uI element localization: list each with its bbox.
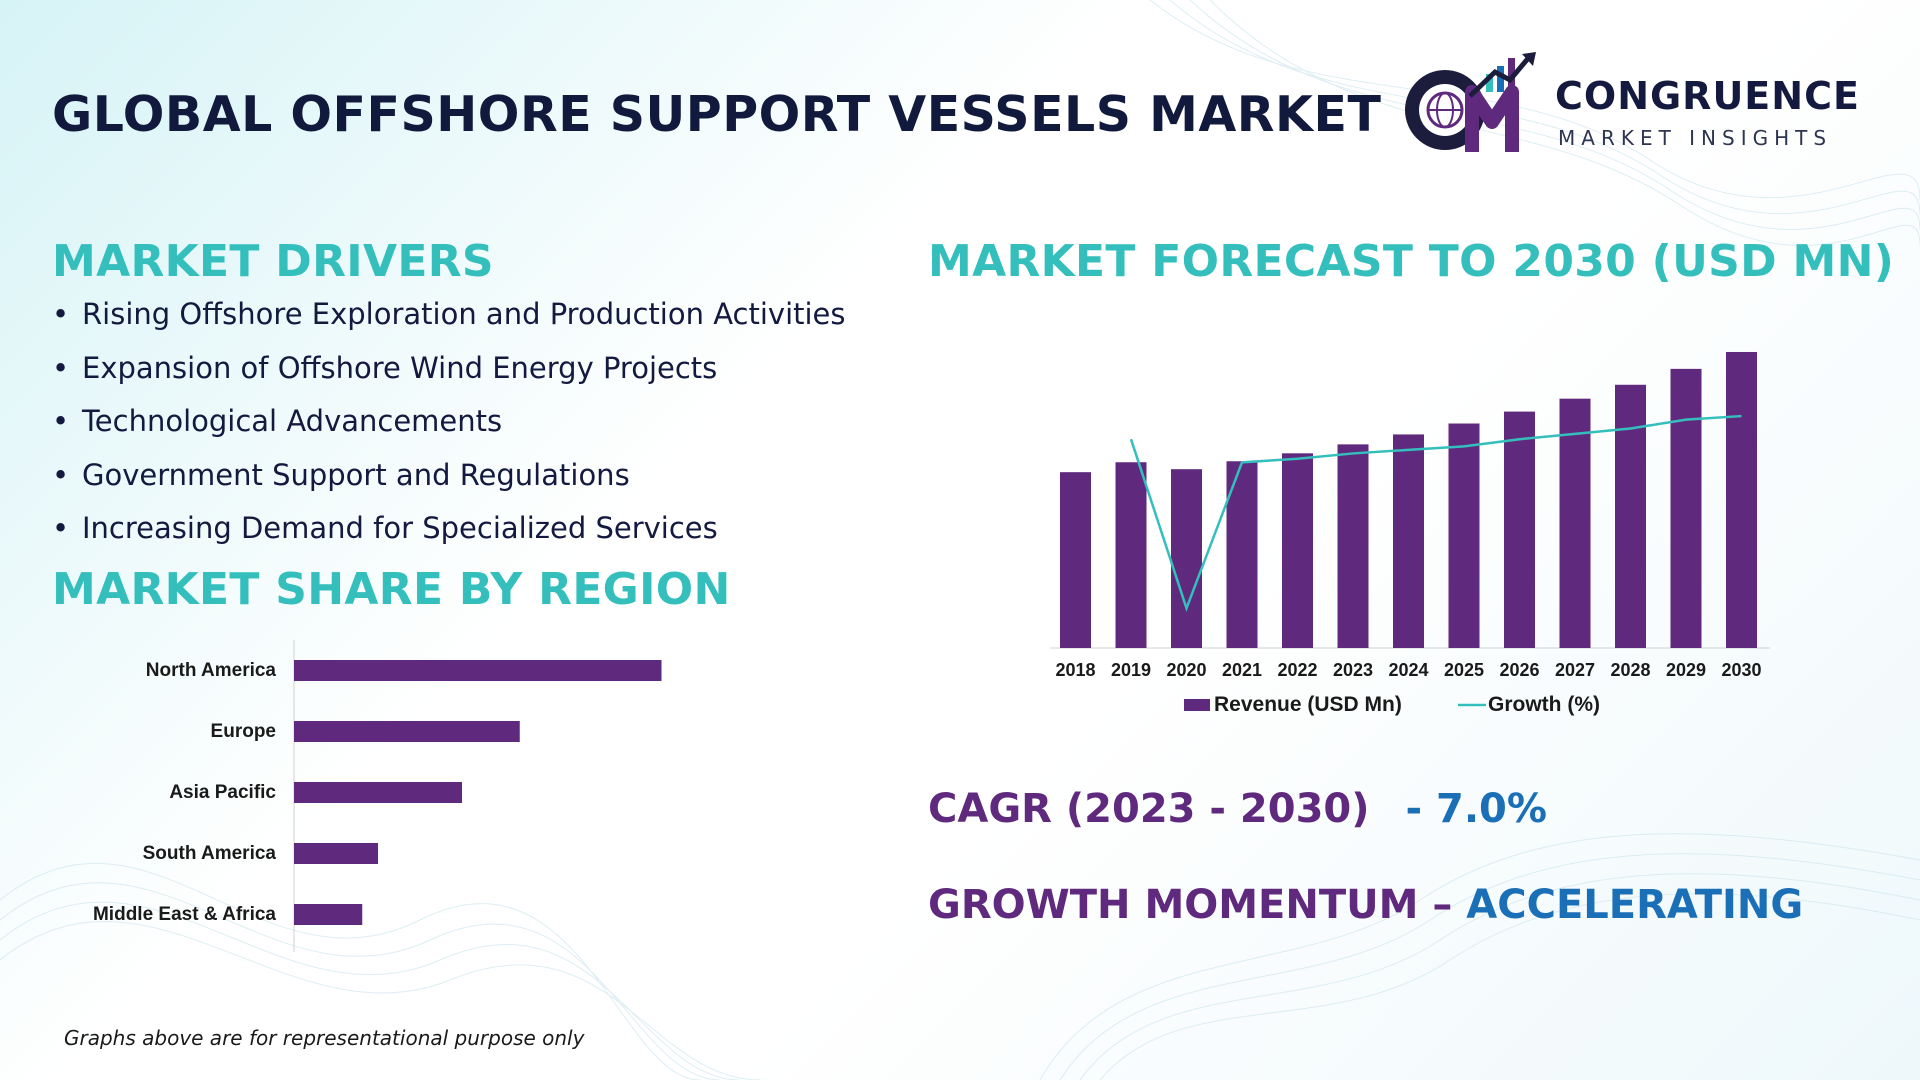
region-label: North America — [146, 660, 277, 681]
driver-text: Increasing Demand for Specialized Servic… — [82, 511, 718, 545]
year-tick-label: 2020 — [1166, 660, 1206, 680]
year-tick-label: 2023 — [1333, 660, 1373, 680]
revenue-bar — [1615, 384, 1646, 648]
region-bar — [294, 782, 462, 803]
revenue-bar — [1726, 351, 1757, 648]
revenue-bar — [1060, 472, 1091, 648]
year-tick-label: 2028 — [1610, 660, 1650, 680]
momentum-label: GROWTH MOMENTUM – — [928, 882, 1467, 928]
region-heading: MARKET SHARE BY REGION — [52, 564, 731, 615]
logo-subtitle: MARKET INSIGHTS — [1558, 126, 1833, 150]
region-bar — [294, 843, 378, 864]
brand-logo: CONGRUENCE MARKET INSIGHTS — [1400, 52, 1880, 162]
bullet: • — [52, 511, 70, 545]
forecast-chart: 2018 2019 2020 2021 2022 2023 2024 2025 2026 2027… — [1050, 351, 1770, 716]
revenue-bar — [1337, 444, 1369, 648]
cagr-stat: CAGR (2023 - 2030) - 7.0% — [928, 786, 1547, 832]
year-tick-label: 2030 — [1721, 660, 1761, 680]
revenue-bar — [1448, 423, 1480, 648]
region-share-chart: North America Europe Asia Pacific South Ame… — [93, 640, 662, 952]
revenue-bar — [1393, 434, 1424, 648]
logo-mark-icon — [1405, 52, 1536, 152]
driver-text: Government Support and Regulations — [82, 457, 630, 492]
year-tick-label: 2024 — [1388, 660, 1428, 680]
revenue-bar — [1171, 469, 1202, 648]
year-tick-label: 2022 — [1277, 660, 1317, 680]
region-bar — [294, 660, 662, 681]
region-label: Asia Pacific — [169, 782, 276, 803]
list-item: • Technological Advancements — [52, 401, 846, 455]
list-item: • Government Support and Regulations — [52, 455, 846, 509]
list-item: • Expansion of Offshore Wind Energy Proje… — [52, 348, 846, 402]
momentum-value: ACCELERATING — [1466, 882, 1804, 928]
driver-text: Expansion of Offshore Wind Energy Projec… — [82, 350, 718, 385]
legend-bar-swatch — [1184, 699, 1210, 711]
footnote: Graphs above are for representational pu… — [64, 1026, 585, 1050]
year-tick-label: 2019 — [1111, 660, 1151, 680]
logo-name: CONGRUENCE — [1555, 74, 1860, 118]
drivers-list: • Rising Offshore Exploration and Product… — [52, 294, 846, 562]
bullet: • — [52, 404, 70, 438]
region-bar — [294, 721, 520, 742]
revenue-bar — [1115, 462, 1147, 648]
driver-text: Technological Advancements — [82, 404, 503, 438]
revenue-bar — [1670, 368, 1702, 648]
drivers-heading: MARKET DRIVERS — [52, 236, 494, 287]
list-item: • Rising Offshore Exploration and Product… — [52, 294, 846, 348]
bullet: • — [52, 350, 70, 385]
legend-growth-label: Growth (%) — [1488, 693, 1600, 716]
year-tick-label: 2021 — [1222, 660, 1262, 680]
region-bar — [294, 904, 363, 925]
year-tick-label: 2029 — [1666, 660, 1706, 680]
cagr-value: - 7.0% — [1405, 786, 1547, 832]
bullet: • — [52, 297, 70, 331]
year-tick-label: 2026 — [1499, 660, 1539, 680]
momentum-stat: GROWTH MOMENTUM – ACCELERATING — [928, 882, 1803, 928]
legend-revenue-label: Revenue (USD Mn) — [1214, 693, 1402, 716]
revenue-bar — [1559, 398, 1591, 648]
driver-text: Rising Offshore Exploration and Producti… — [82, 297, 846, 331]
year-tick-label: 2025 — [1444, 660, 1484, 680]
region-label: Middle East & Africa — [93, 904, 276, 925]
year-tick-label: 2018 — [1055, 660, 1095, 680]
forecast-heading: MARKET FORECAST TO 2030 (USD MN) — [928, 236, 1895, 287]
region-label: South America — [143, 843, 277, 864]
page-title: GLOBAL OFFSHORE SUPPORT VESSELS MARKET — [52, 86, 1382, 143]
list-item: • Increasing Demand for Specialized Servi… — [52, 508, 846, 562]
revenue-bar — [1282, 453, 1313, 648]
bullet: • — [52, 457, 70, 492]
year-tick-label: 2027 — [1555, 660, 1595, 680]
cagr-label: CAGR (2023 - 2030) — [928, 786, 1370, 832]
revenue-bar — [1504, 411, 1535, 648]
growth-line — [1129, 414, 1742, 613]
region-label: Europe — [211, 721, 276, 742]
